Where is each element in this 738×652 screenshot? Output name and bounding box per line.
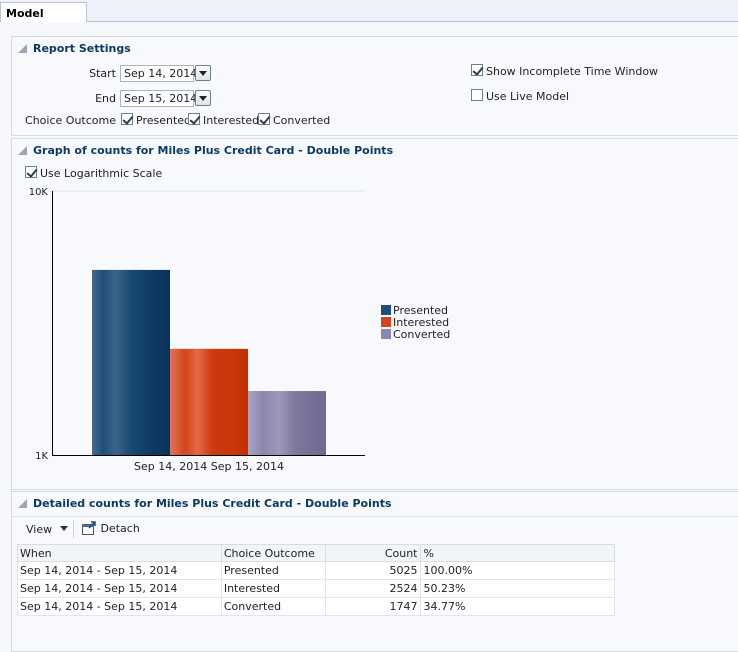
cell-count: 1747 <box>324 597 422 616</box>
legend-swatch-converted <box>381 329 391 339</box>
counts-table: When Choice Outcome Count % Sep 14, 2014… <box>17 544 615 616</box>
view-menu-label: View <box>26 523 53 536</box>
table-row[interactable]: Sep 14, 2014 - Sep 15, 2014 Presented 50… <box>17 561 615 580</box>
log-scale-label: Use Logarithmic Scale <box>40 167 163 180</box>
legend-label-interested: Interested <box>393 316 449 329</box>
cell-outcome: Converted <box>220 597 326 616</box>
bar-interested[interactable] <box>170 348 248 455</box>
cell-count: 2524 <box>324 579 422 598</box>
cell-count: 5025 <box>324 561 422 580</box>
legend-swatch-presented <box>381 305 391 315</box>
cell-when: Sep 14, 2014 - Sep 15, 2014 <box>17 579 222 598</box>
end-date-dropdown-icon[interactable] <box>195 90 211 106</box>
toolbar-separator <box>73 520 74 538</box>
report-settings-panel: Report Settings Start Sep 14, 2014 End S… <box>11 36 738 136</box>
choice-outcome-label: Choice Outcome <box>25 114 116 127</box>
presented-checkbox-label: Presented <box>136 114 192 127</box>
start-date-dropdown-icon[interactable] <box>195 65 211 81</box>
cell-percent: 50.23% <box>420 579 615 598</box>
x-tick-label: Sep 14, 2014 Sep 15, 2014 <box>134 460 284 473</box>
content-area: Report Settings Start Sep 14, 2014 End S… <box>0 22 738 652</box>
details-title: Detailed counts for Miles Plus Credit Ca… <box>33 497 392 510</box>
table-row[interactable]: Sep 14, 2014 - Sep 15, 2014 Interested 2… <box>17 579 615 598</box>
end-label: End <box>95 92 116 105</box>
y-tick-label: 1K <box>35 451 48 462</box>
column-header-when[interactable]: When <box>17 544 222 562</box>
use-live-model-checkbox[interactable] <box>471 89 483 101</box>
details-panel: Detailed counts for Miles Plus Credit Ca… <box>11 491 738 652</box>
table-header-row: When Choice Outcome Count % <box>17 544 615 562</box>
report-settings-title: Report Settings <box>33 42 131 55</box>
y-tick-label: 10K <box>29 187 49 198</box>
start-label: Start <box>89 67 116 80</box>
converted-checkbox[interactable] <box>258 113 270 125</box>
column-header-count[interactable]: Count <box>324 544 422 562</box>
cell-outcome: Interested <box>220 579 326 598</box>
collapse-triangle-icon[interactable] <box>18 499 27 508</box>
collapse-triangle-icon[interactable] <box>18 44 27 53</box>
bar-converted[interactable] <box>248 391 326 455</box>
detach-button[interactable]: Detach <box>81 520 140 538</box>
cell-when: Sep 14, 2014 - Sep 15, 2014 <box>17 561 222 580</box>
column-header-choice-outcome[interactable]: Choice Outcome <box>220 544 326 562</box>
bar-presented[interactable] <box>92 269 170 455</box>
cell-percent: 100.00% <box>420 561 615 580</box>
show-incomplete-label: Show Incomplete Time Window <box>486 65 659 78</box>
start-date-input[interactable]: Sep 14, 2014 <box>120 65 197 82</box>
cell-when: Sep 14, 2014 - Sep 15, 2014 <box>17 597 222 616</box>
collapse-triangle-icon[interactable] <box>18 146 27 155</box>
log-scale-checkbox[interactable] <box>25 166 37 178</box>
interested-checkbox[interactable] <box>188 113 200 125</box>
details-header[interactable]: Detailed counts for Miles Plus Credit Ca… <box>12 492 738 512</box>
counts-bar-chart: 10K 1K Sep 14, 2014 Sep 15, 2014 Presented… <box>29 187 451 473</box>
legend-label-presented: Presented <box>393 304 448 317</box>
detach-icon <box>82 521 96 535</box>
detach-label: Detach <box>100 522 140 535</box>
chevron-down-icon <box>59 526 68 531</box>
cell-outcome: Presented <box>220 561 326 580</box>
tab-model-counts[interactable]: Model Counts <box>0 2 87 33</box>
legend-label-converted: Converted <box>393 328 450 341</box>
graph-title: Graph of counts for Miles Plus Credit Ca… <box>33 144 394 157</box>
report-settings-header[interactable]: Report Settings <box>12 37 738 57</box>
legend-swatch-interested <box>381 317 391 327</box>
graph-panel: Graph of counts for Miles Plus Credit Ca… <box>11 138 738 490</box>
show-incomplete-checkbox[interactable] <box>471 64 483 76</box>
end-date-input[interactable]: Sep 15, 2014 <box>120 90 197 107</box>
graph-header[interactable]: Graph of counts for Miles Plus Credit Ca… <box>12 139 738 159</box>
table-row[interactable]: Sep 14, 2014 - Sep 15, 2014 Converted 17… <box>17 597 615 616</box>
cell-percent: 34.77% <box>420 597 615 616</box>
use-live-model-label: Use Live Model <box>486 90 570 103</box>
details-divider <box>12 516 738 517</box>
interested-checkbox-label: Interested <box>203 114 260 127</box>
column-header-percent[interactable]: % <box>420 544 615 562</box>
view-menu-button[interactable]: View <box>26 523 68 539</box>
converted-checkbox-label: Converted <box>273 114 331 127</box>
presented-checkbox[interactable] <box>121 113 133 125</box>
tab-bar: Model Counts <box>0 0 738 33</box>
